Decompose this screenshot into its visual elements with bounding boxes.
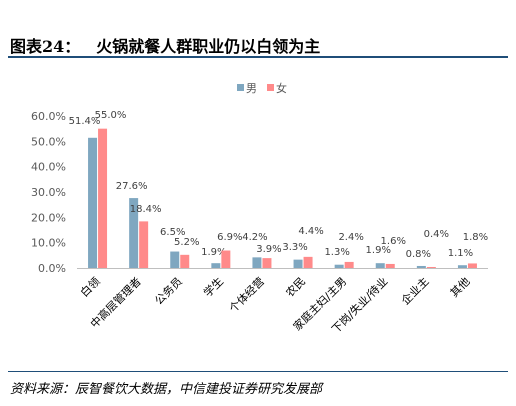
legend-swatch-male (237, 84, 244, 91)
bar-female (385, 263, 395, 268)
bar-female (221, 250, 231, 268)
figure-number: 图表24： (10, 37, 81, 56)
data-label-female: 2.4% (338, 232, 363, 243)
data-label-female: 6.9% (217, 232, 242, 243)
bar-male (170, 251, 180, 268)
x-tick-label: 公务员 (152, 275, 185, 308)
bar-male (416, 265, 426, 268)
y-tick-label: 20.0% (31, 211, 66, 224)
bar-male (88, 137, 98, 268)
bar-female (262, 258, 272, 268)
data-label-male: 4.2% (242, 232, 267, 243)
data-label-male: 1.9% (201, 247, 226, 258)
y-tick-label: 40.0% (31, 161, 66, 174)
figure-title: 图表24： 火锅就餐人群职业仍以白领为主 (10, 33, 320, 57)
bar-male (211, 263, 221, 268)
data-label-female: 1.6% (381, 236, 406, 247)
legend-swatch-female (267, 84, 274, 91)
data-label-male: 27.6% (116, 181, 148, 192)
data-label-female: 18.4% (130, 204, 162, 215)
figure-title-text: 火锅就餐人群职业仍以白领为主 (96, 37, 321, 56)
legend-label-male: 男 (246, 82, 257, 95)
legend-label-female: 女 (276, 81, 287, 95)
data-label-male: 6.5% (160, 227, 185, 238)
data-label-male: 3.3% (282, 242, 307, 253)
title-rule (8, 56, 508, 58)
bar-female (98, 128, 108, 268)
data-label-female: 55.0% (95, 110, 127, 121)
bar-female (426, 266, 436, 268)
y-tick-label: 0.0% (38, 262, 66, 275)
y-tick-label: 10.0% (31, 237, 66, 250)
bar-male (375, 263, 385, 268)
data-label-female: 0.4% (424, 229, 449, 240)
data-label-male: 0.8% (406, 249, 431, 260)
data-label-female: 3.9% (256, 244, 281, 255)
chart-legend: 男女 (237, 81, 287, 95)
bar-male (457, 265, 467, 268)
x-tick-label: 农民 (283, 274, 308, 299)
bar-male (293, 259, 303, 268)
data-label-male: 1.9% (366, 245, 391, 256)
x-tick-label: 企业主 (398, 274, 431, 307)
source-note: 资料来源：辰智餐饮大数据，中信建投证券研究发展部 (10, 382, 323, 397)
bar-female (139, 221, 149, 268)
bar-male (334, 264, 344, 268)
data-label-female: 5.2% (174, 237, 199, 248)
bar-male (252, 257, 262, 268)
data-label-female: 4.4% (298, 226, 323, 237)
bar-female (303, 256, 313, 268)
x-tick-label: 个体经营 (226, 274, 267, 315)
data-label-male: 1.3% (324, 247, 349, 258)
bar-female (344, 261, 354, 268)
x-tick-label: 学生 (201, 274, 226, 299)
data-label-male: 51.4% (69, 116, 101, 127)
y-tick-label: 30.0% (31, 186, 66, 199)
bar-female (467, 263, 477, 268)
source-rule (8, 371, 508, 372)
x-tick-label: 白领 (77, 274, 102, 299)
y-tick-label: 60.0% (31, 110, 66, 123)
y-tick-label: 50.0% (31, 135, 66, 148)
x-tick-label: 其他 (448, 275, 473, 300)
data-label-female: 1.8% (463, 232, 488, 243)
data-label-male: 1.1% (448, 248, 473, 259)
bar-female (180, 254, 190, 268)
bar-male (129, 198, 139, 268)
